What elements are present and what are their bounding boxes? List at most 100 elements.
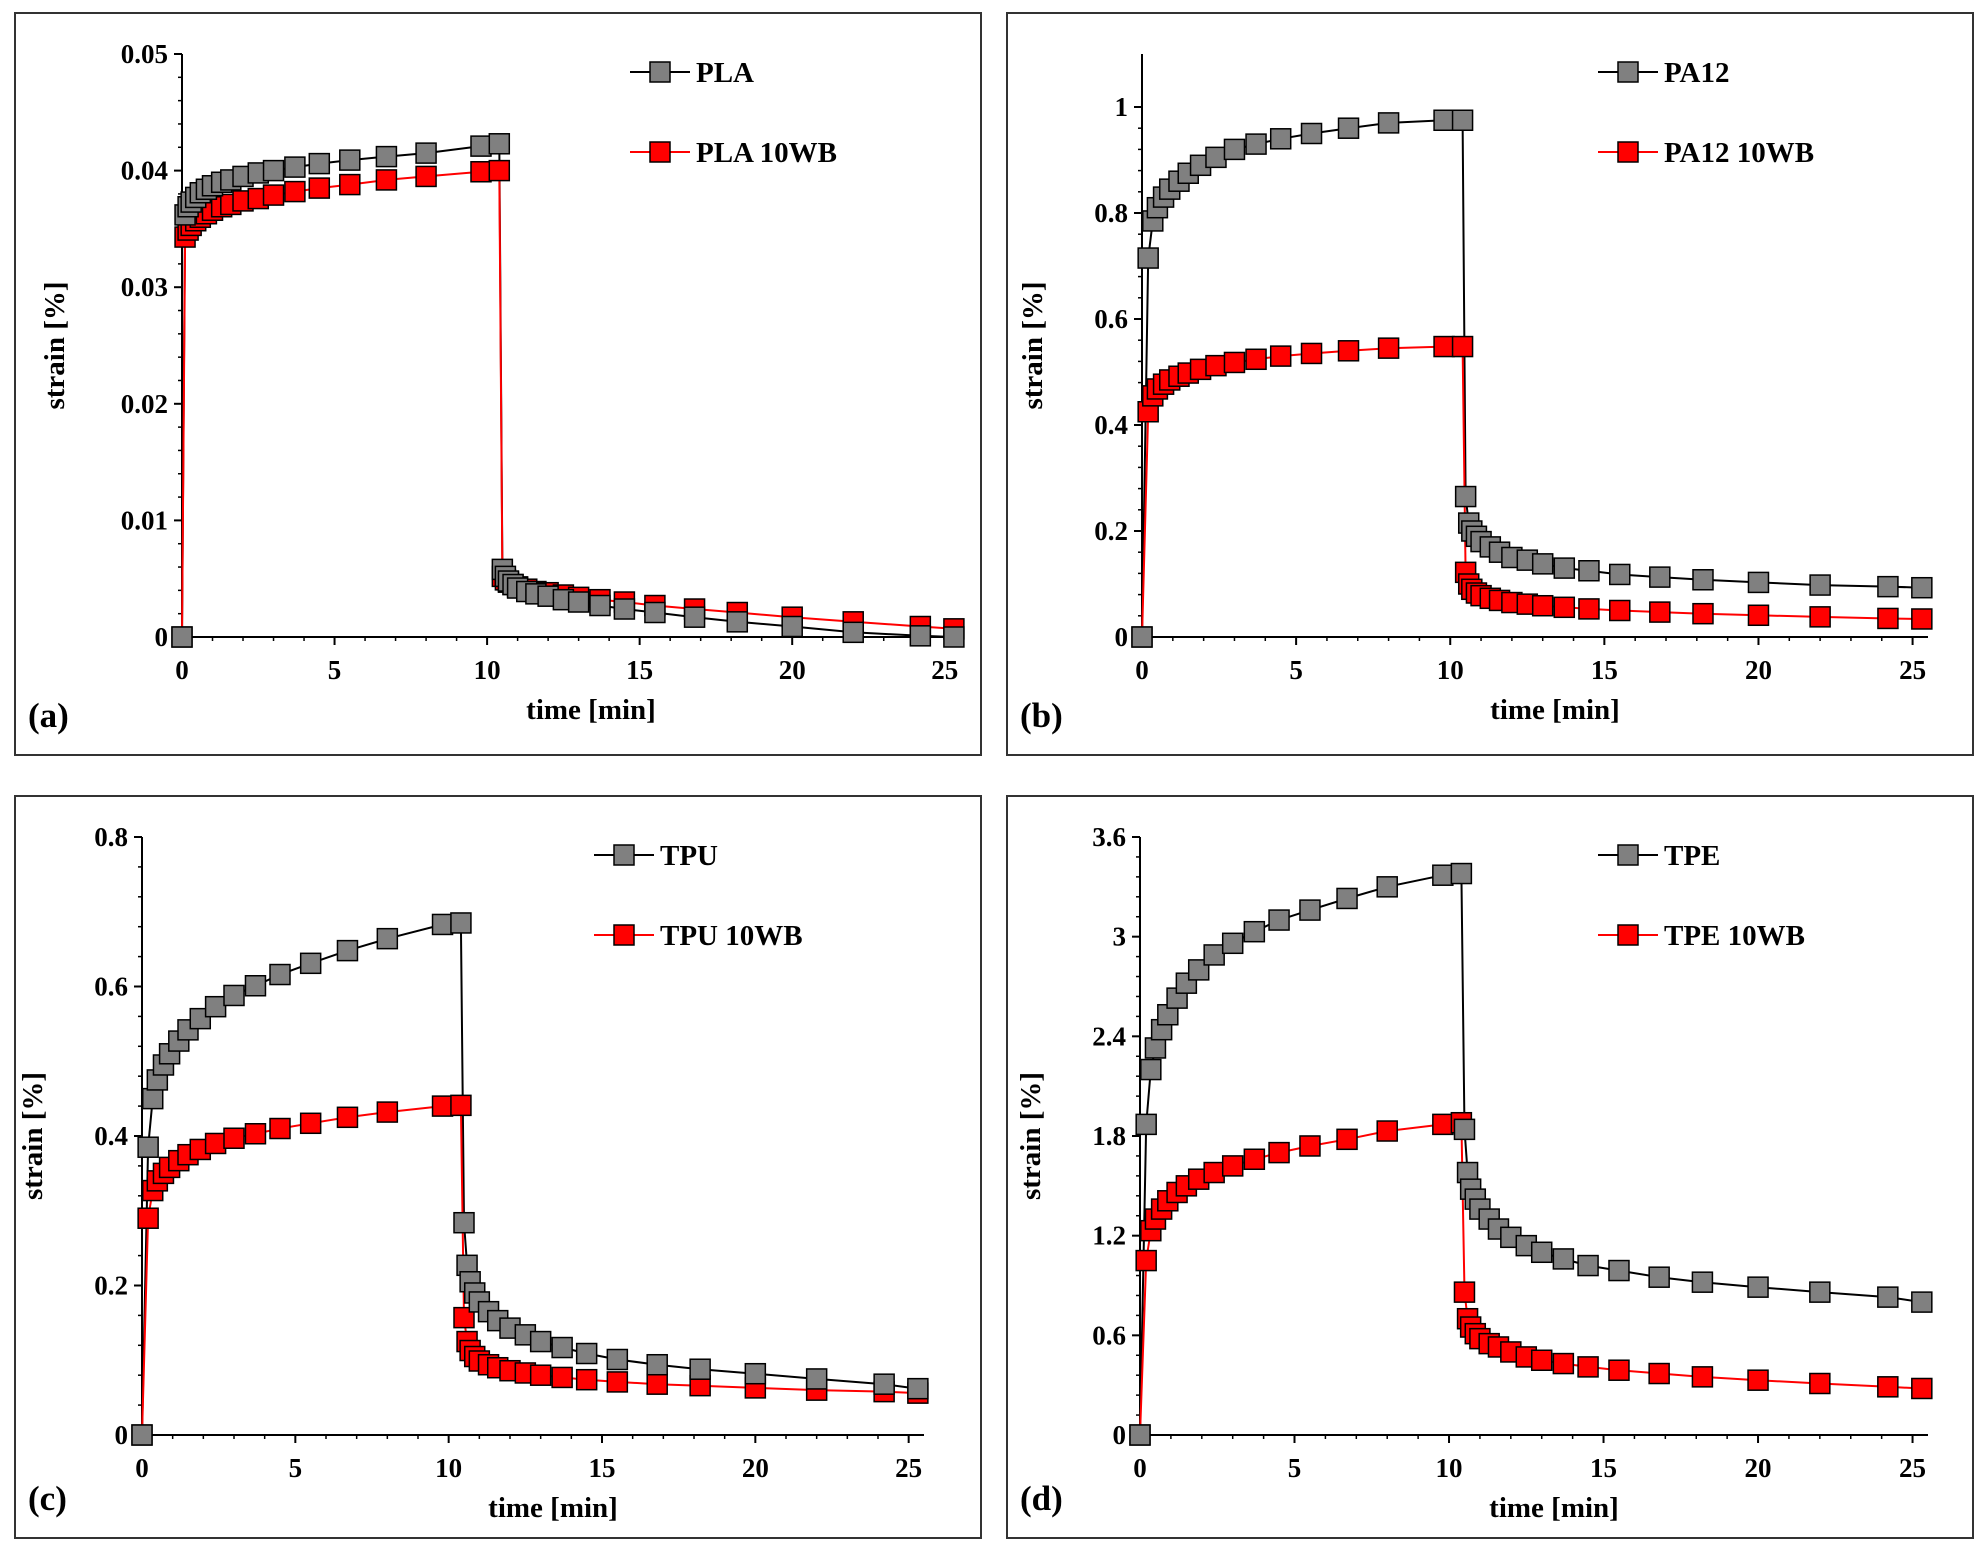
data-point bbox=[1578, 560, 1600, 582]
x-tick-label: 5 bbox=[1289, 655, 1303, 685]
legend-label: PA12 10WB bbox=[1664, 137, 1814, 169]
data-point bbox=[1205, 354, 1227, 377]
data-point bbox=[1131, 626, 1153, 648]
legend-marker bbox=[1617, 924, 1639, 946]
data-point bbox=[644, 601, 666, 624]
x-tick-label: 20 bbox=[742, 1453, 769, 1483]
data-point bbox=[1454, 485, 1477, 508]
data-point bbox=[1205, 146, 1227, 169]
x-tick-label: 0 bbox=[135, 1453, 149, 1483]
x-axis-title: time [min] bbox=[488, 1492, 618, 1524]
data-point bbox=[1223, 138, 1246, 161]
y-tick-label: 0.6 bbox=[94, 972, 128, 1002]
y-tick-label: 0.8 bbox=[94, 822, 128, 852]
data-point bbox=[137, 1136, 159, 1158]
data-point bbox=[1691, 1271, 1714, 1293]
data-point bbox=[1552, 1352, 1575, 1375]
data-point bbox=[1691, 1366, 1714, 1388]
data-point bbox=[339, 173, 361, 196]
data-point bbox=[308, 177, 331, 199]
data-point bbox=[1911, 608, 1933, 630]
y-tick-label: 0.4 bbox=[1094, 410, 1128, 440]
data-point bbox=[223, 984, 245, 1007]
x-tick-label: 15 bbox=[626, 655, 653, 685]
data-point bbox=[1692, 602, 1714, 625]
legend-marker bbox=[613, 924, 635, 946]
y-tick-label: 0.8 bbox=[1094, 198, 1128, 228]
data-point bbox=[415, 142, 437, 164]
data-point bbox=[613, 598, 636, 620]
data-point bbox=[1337, 340, 1360, 362]
legend-marker bbox=[649, 61, 671, 83]
data-point bbox=[1137, 247, 1159, 269]
y-axis-title: strain [%] bbox=[17, 1072, 49, 1200]
chart-panel-d: 0 5 10 15 20 25 0 0.6 1.2 1.8 2.4 3 3.6 time [min] str… bbox=[1006, 795, 1974, 1539]
data-point bbox=[1268, 1141, 1290, 1164]
data-point bbox=[1877, 607, 1899, 630]
data-point bbox=[1453, 1118, 1476, 1141]
data-point bbox=[907, 1377, 929, 1400]
chart-svg-a: 0 5 10 15 20 25 0 0.01 0.02 0.03 0.04 0.05 time [min… bbox=[28, 39, 965, 735]
data-point bbox=[431, 1095, 454, 1117]
data-point bbox=[375, 169, 398, 191]
data-point bbox=[453, 1211, 475, 1234]
data-point bbox=[606, 1371, 629, 1393]
data-point bbox=[1299, 899, 1321, 921]
data-point bbox=[1376, 1120, 1398, 1142]
x-tick-label: 5 bbox=[1288, 1453, 1302, 1483]
y-tick-label: 1.2 bbox=[1092, 1221, 1126, 1251]
data-point bbox=[1649, 601, 1671, 623]
data-point bbox=[1336, 1128, 1358, 1151]
panel-label: (d) bbox=[1020, 1479, 1063, 1518]
data-point bbox=[223, 1127, 245, 1149]
data-point bbox=[269, 1117, 291, 1140]
data-point bbox=[744, 1362, 767, 1385]
y-tick-label: 0.03 bbox=[121, 272, 168, 302]
data-point bbox=[1553, 557, 1576, 579]
legend-marker bbox=[649, 141, 671, 163]
data-point bbox=[606, 1348, 629, 1371]
data-point bbox=[1577, 1356, 1599, 1378]
data-point bbox=[1609, 563, 1631, 586]
data-point bbox=[567, 591, 590, 613]
data-point bbox=[1809, 1372, 1831, 1395]
legend-marker bbox=[1617, 61, 1639, 83]
x-tick-label: 0 bbox=[175, 655, 189, 685]
data-point bbox=[1221, 1155, 1244, 1177]
legend-label: TPE 10WB bbox=[1664, 920, 1805, 952]
data-point bbox=[1243, 1148, 1266, 1171]
data-point bbox=[1911, 1291, 1933, 1313]
x-tick-label: 10 bbox=[435, 1453, 462, 1483]
data-point bbox=[1243, 920, 1266, 943]
y-tick-label: 2.4 bbox=[1092, 1021, 1126, 1051]
data-point bbox=[1649, 566, 1671, 588]
data-point bbox=[1144, 1037, 1167, 1059]
series-line bbox=[181, 169, 954, 638]
chart-panel-b: 0 5 10 15 20 25 0 0.2 0.4 0.6 0.8 1 time [min] strain… bbox=[1006, 12, 1974, 756]
data-point bbox=[308, 152, 331, 175]
data-point bbox=[1299, 1135, 1321, 1157]
data-point bbox=[689, 1358, 711, 1380]
data-point bbox=[1747, 604, 1770, 627]
data-point bbox=[262, 159, 285, 182]
data-point bbox=[1140, 1058, 1162, 1081]
data-point bbox=[842, 621, 864, 644]
data-point bbox=[1203, 944, 1225, 966]
data-point bbox=[1451, 335, 1474, 358]
data-point bbox=[431, 913, 454, 936]
y-tick-label: 0 bbox=[1113, 1420, 1127, 1450]
x-tick-label: 20 bbox=[1745, 655, 1772, 685]
data-point bbox=[1269, 345, 1292, 367]
data-point bbox=[1578, 598, 1600, 620]
x-tick-label: 15 bbox=[589, 1453, 616, 1483]
data-point bbox=[1269, 128, 1292, 150]
data-point bbox=[1911, 1377, 1933, 1400]
data-point bbox=[1433, 335, 1455, 358]
data-point bbox=[1433, 109, 1455, 131]
series-line bbox=[141, 921, 919, 1436]
data-point bbox=[551, 1366, 573, 1389]
data-point bbox=[1377, 112, 1400, 134]
data-point bbox=[244, 1123, 267, 1145]
x-tick-label: 5 bbox=[289, 1453, 303, 1483]
data-point bbox=[131, 1424, 153, 1446]
